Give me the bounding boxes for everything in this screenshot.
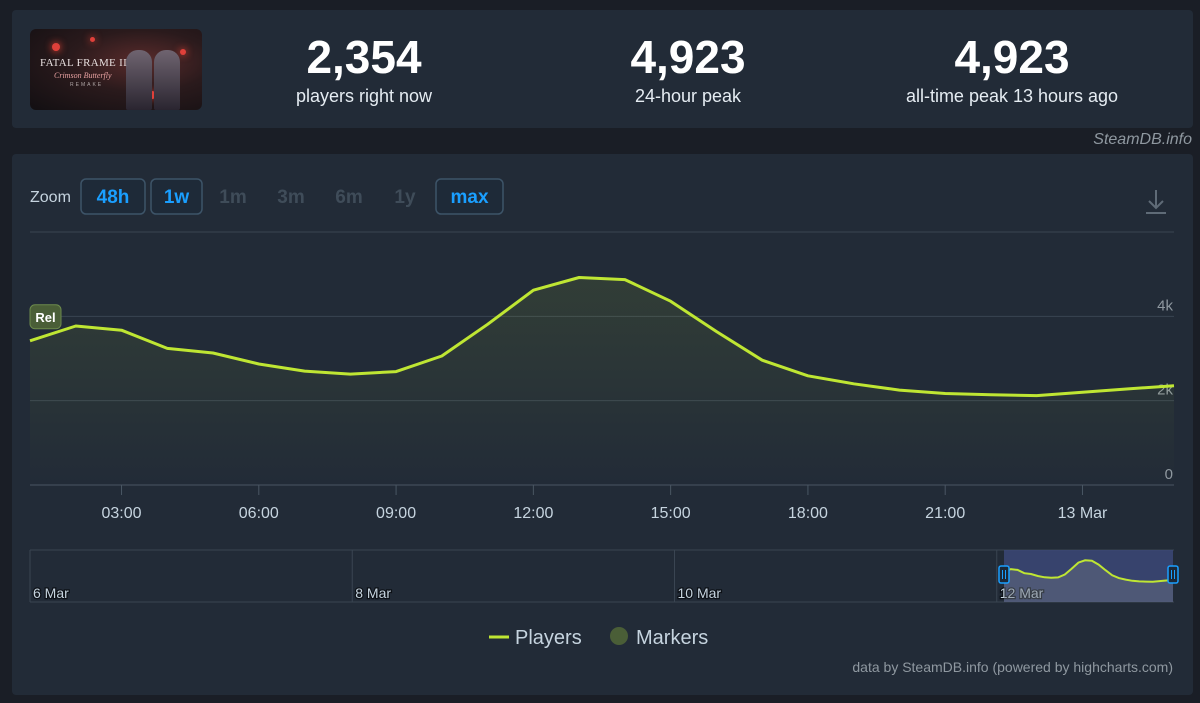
players-series-line[interactable]: [29, 276, 1175, 398]
zoom-button-1w[interactable]: 1w: [150, 178, 203, 215]
glow-dot: [148, 91, 156, 99]
zoom-button-label[interactable]: 1w: [164, 187, 190, 208]
x-tick-label: 12:00: [513, 505, 553, 522]
zoom-button-frame[interactable]: [150, 178, 203, 215]
x-tick-label: 06:00: [239, 505, 279, 522]
x-tick-label: 09:00: [376, 505, 416, 522]
navigator-handle-left[interactable]: [998, 565, 1010, 584]
steamdb-credit[interactable]: SteamDB.info: [1093, 131, 1192, 148]
handle-body[interactable]: [1167, 565, 1179, 584]
zoom-button-label[interactable]: 1m: [219, 187, 246, 208]
navigator-label: 12 Mar: [1000, 585, 1044, 601]
zoom-button-max[interactable]: max: [435, 178, 504, 215]
zoom-button-3m[interactable]: 3m: [277, 187, 304, 208]
zoom-buttons: 48h 1w 1m 3m 6m 1y max: [80, 178, 504, 215]
legend: Players Markers: [489, 627, 708, 649]
glow-dot: [52, 43, 60, 51]
markers: Rel: [29, 304, 62, 330]
zoom-button-label[interactable]: max: [450, 187, 488, 208]
zoom-button-frame[interactable]: [80, 178, 146, 215]
stat-24h-peak: 4,923 24-hour peak: [538, 32, 838, 107]
zoom-button-48h[interactable]: 48h: [80, 178, 146, 215]
stat-value: 4,923: [630, 31, 746, 83]
legend-label[interactable]: Players: [515, 627, 582, 649]
stat-label: 24-hour peak: [634, 86, 742, 106]
chart-credit[interactable]: data by SteamDB.info (powered by highcha…: [852, 659, 1173, 675]
zoom-button-1y[interactable]: 1y: [394, 187, 416, 208]
x-axis: 03:00 06:00 09:00 12:00 15:00 18:00 21:00 13 Ma…: [101, 485, 1108, 522]
x-tick-label: 15:00: [651, 505, 691, 522]
zoom-button-label[interactable]: 3m: [277, 187, 304, 208]
navigator-selection[interactable]: [1004, 550, 1173, 602]
x-tick-label: 03:00: [101, 505, 141, 522]
capsule-subtitle: Crimson Butterfly: [54, 71, 112, 80]
players-area: [30, 277, 1174, 485]
x-tick-label: 13 Mar: [1058, 505, 1108, 522]
legend-dot-swatch: [610, 627, 628, 645]
stat-label: all-time peak 13 hours ago: [905, 86, 1119, 106]
capsule-tagline: REMAKE: [70, 82, 104, 88]
glow-dot: [180, 49, 186, 55]
legend-label[interactable]: Markers: [636, 627, 708, 649]
stat-value: 2,354: [306, 31, 422, 83]
stat-all-time-peak: 4,923 all-time peak 13 hours ago: [862, 32, 1162, 107]
figure-silhouette: [154, 50, 180, 110]
navigator-label: 10 Mar: [678, 585, 722, 601]
zoom-button-label[interactable]: 1y: [394, 187, 416, 208]
navigator-line: [1003, 559, 1174, 583]
x-tick-label: 18:00: [788, 505, 828, 522]
zoom-button-label[interactable]: 6m: [335, 187, 362, 208]
zoom-button-frame[interactable]: [435, 178, 504, 215]
x-tick-label: 21:00: [925, 505, 965, 522]
figure-silhouette: [126, 50, 152, 110]
zoom-button-6m[interactable]: 6m: [335, 187, 362, 208]
download-icon[interactable]: [1146, 190, 1166, 214]
stat-value: 4,923: [954, 31, 1070, 83]
navigator-area: [1004, 560, 1173, 602]
navigator-label: 8 Mar: [355, 585, 391, 601]
zoom-button-label[interactable]: 48h: [97, 187, 130, 208]
navigator[interactable]: 6 Mar 8 Mar 10 Mar 12 Mar: [29, 549, 1179, 603]
navigator-handle-right[interactable]: [1167, 565, 1179, 584]
zoom-label: Zoom: [30, 189, 71, 206]
zoom-button-1m[interactable]: 1m: [219, 187, 246, 208]
capsule-title: FATAL FRAME II: [40, 57, 128, 69]
y-tick-label: 4k: [1157, 297, 1173, 314]
marker-badge[interactable]: [29, 304, 62, 330]
legend-item-markers[interactable]: Markers: [610, 627, 708, 649]
navigator-label: 6 Mar: [33, 585, 69, 601]
legend-item-players[interactable]: Players: [489, 627, 582, 649]
stat-label: players right now: [295, 86, 433, 106]
game-capsule-image[interactable]: FATAL FRAME II Crimson Butterfly REMAKE: [30, 29, 202, 110]
release-marker[interactable]: Rel: [29, 304, 62, 330]
glow-dot: [90, 37, 95, 42]
marker-label: Rel: [35, 310, 55, 325]
stats-card: FATAL FRAME II Crimson Butterfly REMAKE …: [12, 10, 1193, 128]
stat-players-now: 2,354 players right now: [214, 32, 514, 107]
handle-body[interactable]: [998, 565, 1010, 584]
